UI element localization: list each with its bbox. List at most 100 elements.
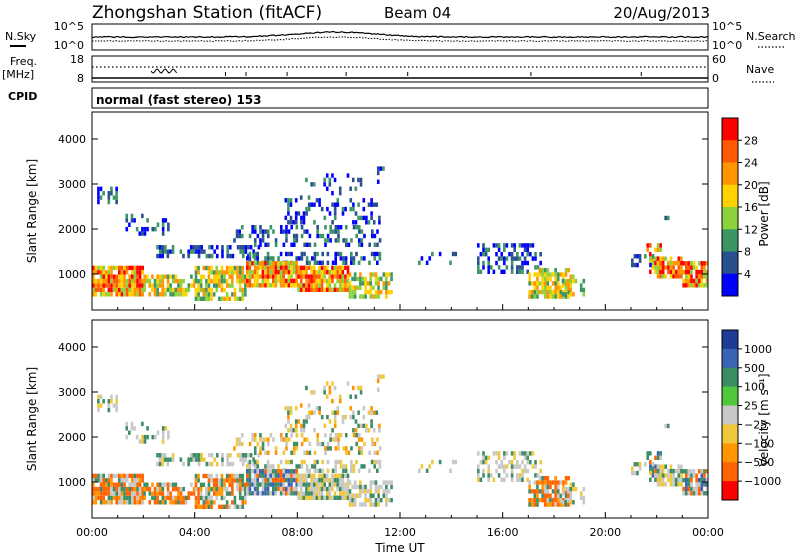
power-cell xyxy=(128,292,131,297)
velocity-cell xyxy=(205,491,208,496)
velocity-cell xyxy=(572,482,575,487)
velocity-cell xyxy=(228,473,232,479)
power-cell xyxy=(220,296,224,301)
power-cell xyxy=(546,267,550,273)
nsky-panel: N.Sky 10^5 10^0 10^5 10^0 N.Search xyxy=(5,20,796,52)
colorbar-frame xyxy=(721,329,739,501)
colorbar-swatch xyxy=(722,386,738,407)
velocity-cell xyxy=(187,457,190,462)
power-cell xyxy=(697,283,701,288)
power-cell xyxy=(123,278,126,284)
power-cell xyxy=(341,287,345,292)
velocity-cell xyxy=(554,484,557,490)
power-cell xyxy=(313,242,317,247)
velocity-cell xyxy=(503,464,506,469)
power-cell xyxy=(318,198,321,203)
velocity-cell xyxy=(487,477,490,482)
power-cell xyxy=(479,252,483,257)
power-cell xyxy=(378,251,382,257)
velocity-cell xyxy=(526,455,529,460)
power-cell xyxy=(97,283,100,288)
power-cell xyxy=(320,206,324,212)
velocity-cell xyxy=(131,473,134,479)
velocity-cell xyxy=(538,475,542,481)
velocity-cell xyxy=(110,500,113,505)
velocity-cell xyxy=(246,482,249,487)
velocity-cell xyxy=(564,475,568,481)
power-cell xyxy=(337,251,340,257)
power-cell xyxy=(169,287,172,293)
velocity-cell xyxy=(370,423,373,429)
velocity-cell xyxy=(303,459,306,465)
power-cell xyxy=(251,261,254,266)
power-cell xyxy=(133,265,137,271)
velocity-cell xyxy=(344,473,347,478)
power-cell xyxy=(328,177,332,183)
power-cell xyxy=(666,215,670,221)
velocity-cell xyxy=(352,428,355,433)
velocity-cell xyxy=(339,433,343,438)
power-cell xyxy=(207,296,211,301)
power-cell xyxy=(290,283,293,288)
power-cell xyxy=(272,256,275,261)
power-cell xyxy=(246,269,249,275)
power-cell xyxy=(377,289,380,295)
velocity-cell xyxy=(505,473,509,478)
power-cell xyxy=(649,243,652,248)
power-cell xyxy=(487,256,490,261)
velocity-cell xyxy=(355,459,358,465)
velocity-cell xyxy=(282,437,286,442)
velocity-cell xyxy=(210,487,213,492)
velocity-cell xyxy=(212,487,216,492)
power-cell xyxy=(329,229,332,234)
power-cell xyxy=(328,278,332,284)
power-cell xyxy=(534,265,537,270)
velocity-cell xyxy=(177,491,180,496)
power-cell xyxy=(282,261,285,266)
power-cell xyxy=(323,265,326,270)
power-cell xyxy=(572,278,575,284)
power-cell xyxy=(342,260,345,265)
power-cell xyxy=(497,247,501,252)
power-cell xyxy=(651,254,655,259)
power-cell xyxy=(266,251,270,257)
velocity-cell xyxy=(279,459,283,465)
velocity-cell xyxy=(302,428,306,433)
power-cell xyxy=(454,251,458,257)
velocity-cell xyxy=(136,486,139,492)
velocity-cell xyxy=(323,495,326,500)
power-cell xyxy=(279,225,283,230)
colorbar-swatch xyxy=(722,162,738,186)
velocity-cell xyxy=(320,478,324,483)
power-cell xyxy=(128,287,131,293)
power-cell xyxy=(690,261,693,266)
velocity-cell xyxy=(143,491,146,496)
velocity-cell xyxy=(292,477,296,483)
velocity-cell xyxy=(541,497,544,503)
power-cell xyxy=(199,287,203,293)
power-cell xyxy=(516,252,519,257)
velocity-cell xyxy=(360,446,364,451)
power-cell xyxy=(654,256,657,261)
velocity-cell xyxy=(659,455,662,460)
power-cell xyxy=(705,261,709,266)
velocity-cell xyxy=(264,491,267,496)
power-cell xyxy=(158,245,162,250)
velocity-cell xyxy=(667,477,670,483)
velocity-cell xyxy=(269,473,272,478)
velocity-cell xyxy=(233,446,236,451)
velocity-cell xyxy=(305,464,309,469)
power-cell xyxy=(518,243,522,248)
velocity-cell xyxy=(564,502,568,507)
power-cell xyxy=(102,274,105,279)
velocity-cell xyxy=(284,423,288,429)
power-cell xyxy=(253,229,257,234)
velocity-cell xyxy=(212,482,216,487)
velocity-cell xyxy=(341,486,345,492)
velocity-cell xyxy=(539,460,542,465)
velocity-cell xyxy=(161,482,165,487)
velocity-cell xyxy=(169,495,172,501)
power-cell xyxy=(133,218,136,223)
power-cell xyxy=(334,229,338,234)
power-cell xyxy=(297,283,300,288)
